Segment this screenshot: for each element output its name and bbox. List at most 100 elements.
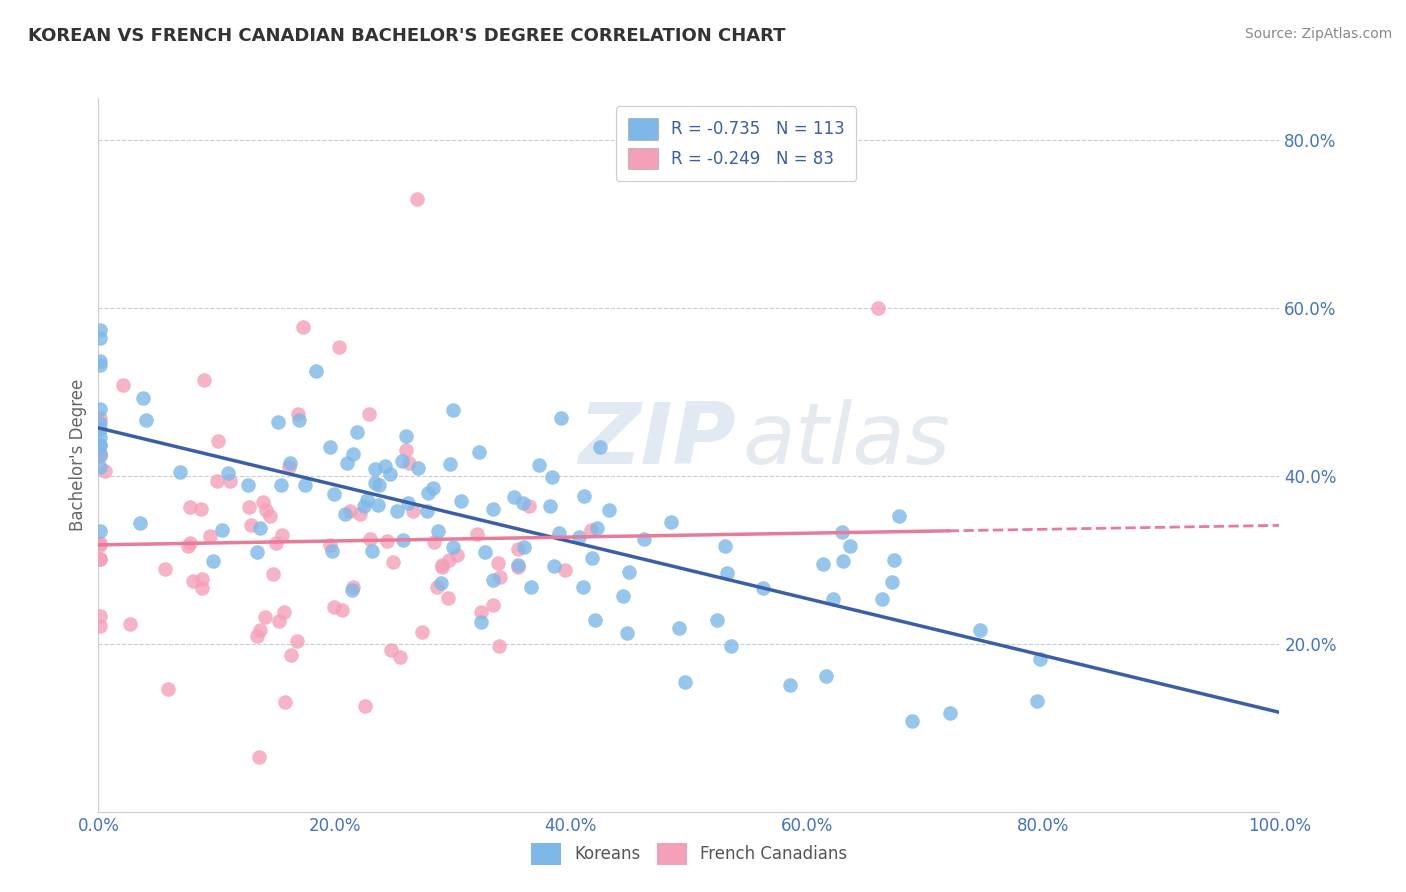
Point [305,364,328,378]
Point [437,591,460,605]
Point [513,540,536,554]
Point [264,535,287,549]
Point [482,574,505,588]
Point [714,539,737,553]
Point [319,538,342,552]
Point [506,560,529,574]
Point [581,551,603,566]
Point [441,403,464,417]
Point [330,603,353,617]
Point [287,408,309,422]
Point [156,682,179,697]
Point [274,695,297,709]
Point [470,615,492,629]
Point [815,669,838,683]
Point [267,415,290,429]
Point [581,523,603,537]
Point [285,634,308,648]
Point [617,565,640,579]
Point [374,458,396,473]
Point [280,648,302,662]
Point [437,553,460,567]
Point [357,407,380,421]
Point [668,621,690,635]
Point [179,535,201,549]
Point [368,478,391,492]
Point [252,495,274,509]
Point [89,401,111,416]
Point [377,533,399,548]
Point [364,475,387,490]
Point [482,502,505,516]
Point [422,481,444,495]
Point [488,639,510,653]
Point [270,477,292,491]
Point [246,630,269,644]
Point [402,504,425,518]
Point [450,494,472,508]
Point [543,559,565,574]
Point [446,548,468,562]
Point [319,440,342,454]
Point [659,515,682,529]
Point [177,539,200,553]
Point [201,554,224,568]
Point [779,678,801,692]
Point [89,448,111,462]
Point [378,467,401,481]
Point [550,410,572,425]
Point [323,599,346,614]
Point [470,606,492,620]
Point [512,496,534,510]
Point [193,373,215,387]
Point [89,438,111,452]
Point [247,750,270,764]
Point [474,545,496,559]
Point [361,544,384,558]
Point [89,608,111,623]
Point [503,490,526,504]
Point [616,625,638,640]
Point [585,520,607,534]
Point [430,575,453,590]
Point [486,556,509,570]
Point [880,574,903,589]
Point [128,516,150,530]
Point [183,574,205,589]
Point [391,533,413,548]
Point [238,500,260,514]
Point [538,499,561,513]
Point [541,470,564,484]
Point [423,535,446,549]
Point [89,438,111,452]
Legend: Koreans, French Canadians: Koreans, French Canadians [524,837,853,871]
Point [398,456,420,470]
Point [89,552,111,566]
Point [900,714,922,728]
Point [583,613,606,627]
Point [831,525,853,540]
Point [406,192,429,206]
Point [217,467,239,481]
Point [239,517,262,532]
Point [333,507,356,521]
Point [519,580,541,594]
Point [395,429,418,443]
Point [416,504,439,518]
Point [441,540,464,554]
Point [322,486,344,500]
Point [278,457,301,471]
Point [342,580,364,594]
Point [938,706,960,720]
Point [89,446,111,460]
Point [821,591,844,606]
Text: KOREAN VS FRENCH CANADIAN BACHELOR'S DEGREE CORRELATION CHART: KOREAN VS FRENCH CANADIAN BACHELOR'S DEG… [28,27,786,45]
Point [359,532,381,546]
Point [262,567,284,582]
Point [430,560,453,574]
Point [673,674,696,689]
Point [572,580,595,594]
Point [207,434,229,449]
Point [427,524,450,539]
Point [89,535,111,549]
